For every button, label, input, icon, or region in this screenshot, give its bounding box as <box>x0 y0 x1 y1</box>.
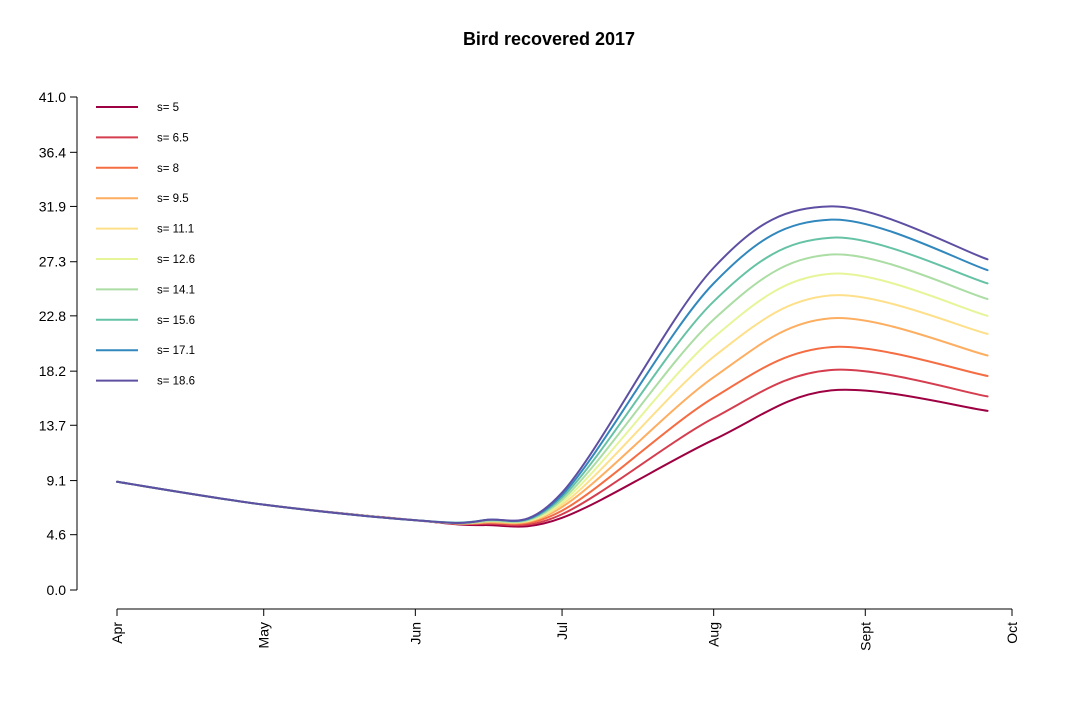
x-tick-label: Oct <box>1004 622 1020 644</box>
x-tick-label: Aug <box>706 622 722 647</box>
x-axis: Apr May Jun Jul Aug Sept Oct <box>109 608 1020 651</box>
legend-item: s= 5 <box>96 102 179 114</box>
legend-label: s= 9.5 <box>157 193 189 205</box>
y-tick-label: 4.6 <box>47 527 67 543</box>
y-tick-label: 13.7 <box>39 417 66 433</box>
legend-label: s= 14.1 <box>157 284 195 296</box>
x-tick-label: Apr <box>109 622 125 644</box>
x-tick-label: Jul <box>554 622 570 640</box>
legend-item: s= 14.1 <box>96 284 195 296</box>
y-tick-label: 27.3 <box>39 254 66 270</box>
plot-lines <box>116 205 989 528</box>
y-tick-label: 41.0 <box>39 89 66 105</box>
y-tick-label: 18.2 <box>39 363 66 379</box>
series-line-5 <box>116 272 989 525</box>
x-tick-label: Sept <box>857 622 873 651</box>
legend-item: s= 8 <box>96 163 179 175</box>
series-line-3 <box>116 317 989 525</box>
legend-item: s= 18.6 <box>96 376 195 388</box>
legend-item: s= 12.6 <box>96 254 195 266</box>
legend-item: s= 17.1 <box>96 345 195 357</box>
series-line-7 <box>116 236 989 524</box>
x-tick-label: Jun <box>407 622 423 645</box>
y-axis: 0.0 4.6 9.1 13.7 18.2 22.8 27.3 31.9 36.4 41.0 <box>39 89 78 598</box>
legend: s= 5 s= 6.5 s= 8 s= 9.5 s= 11.1 s= 12.6 s= 14.… <box>96 102 195 388</box>
legend-label: s= 12.6 <box>157 254 195 266</box>
series-line-6 <box>116 253 989 525</box>
legend-label: s= 15.6 <box>157 315 195 327</box>
legend-label: s= 8 <box>157 163 179 175</box>
legend-item: s= 11.1 <box>96 224 194 236</box>
legend-label: s= 5 <box>157 102 179 114</box>
y-tick-label: 31.9 <box>39 198 66 214</box>
legend-label: s= 6.5 <box>157 132 189 144</box>
legend-item: s= 15.6 <box>96 315 195 327</box>
legend-label: s= 18.6 <box>157 376 195 388</box>
y-tick-label: 36.4 <box>39 144 66 160</box>
series-line-9 <box>116 205 989 525</box>
chart-title: Bird recovered 2017 <box>463 29 635 49</box>
x-tick-label: May <box>256 622 272 648</box>
y-tick-label: 9.1 <box>47 473 67 489</box>
y-tick-label: 0.0 <box>47 582 67 598</box>
legend-item: s= 6.5 <box>96 132 189 144</box>
series-line-4 <box>116 294 989 524</box>
series-line-2 <box>116 345 989 525</box>
legend-label: s= 11.1 <box>157 224 194 236</box>
legend-item: s= 9.5 <box>96 193 189 205</box>
legend-label: s= 17.1 <box>157 345 195 357</box>
y-tick-label: 22.8 <box>39 308 66 324</box>
